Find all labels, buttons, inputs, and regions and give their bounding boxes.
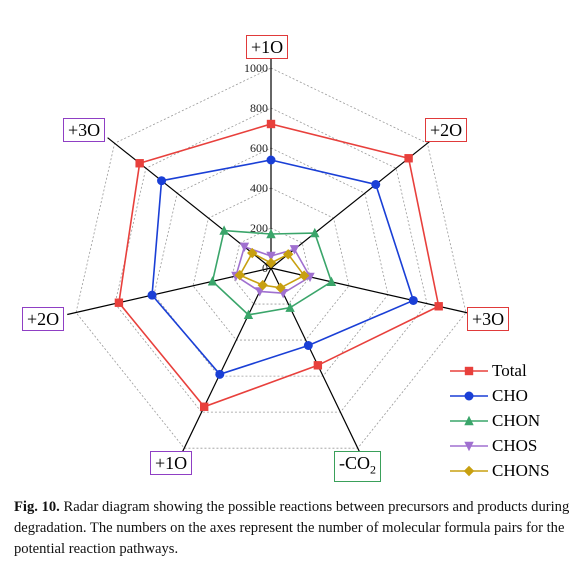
data-point-chon (310, 227, 320, 238)
legend-label: CHOS (492, 436, 538, 455)
legend-marker-cho (464, 391, 474, 401)
data-point-total (114, 298, 124, 307)
data-point-cho (303, 340, 313, 350)
radar-chart: 0 200 400 600 800 1000 (67, 59, 475, 457)
data-point-chon (207, 276, 218, 286)
legend-marker-total (464, 366, 474, 376)
data-point-cho (408, 295, 418, 305)
grid-ring-800 (114, 107, 428, 413)
axis-label-6: +3O (63, 118, 106, 142)
axis-label-2: +3O (467, 307, 510, 331)
data-point-chon (266, 228, 276, 239)
data-point-chons (298, 270, 310, 281)
data-point-chon (326, 276, 337, 286)
data-point-chons (257, 279, 268, 291)
data-point-chons (265, 257, 277, 269)
axis-label-text: +1O (155, 453, 188, 473)
data-point-total (199, 402, 209, 411)
data-point-chos (289, 245, 300, 255)
radar-series (114, 119, 443, 411)
data-point-chos (239, 242, 250, 253)
axis-line-6 (107, 137, 272, 269)
data-point-cho (147, 290, 157, 300)
axis-label-text: +2O (430, 120, 463, 140)
radial-tick-label: 0 (262, 261, 268, 275)
axis-label-0: +1O (246, 35, 289, 59)
legend-item-chon: CHON (448, 408, 550, 433)
grid-ring-400 (192, 187, 350, 341)
grid-ring-200 (231, 227, 311, 305)
axis-label-subscript: 2 (370, 462, 376, 477)
axis-label-text: +1O (251, 37, 284, 57)
series-chons (234, 247, 310, 294)
legend: Total CHO CHON CHOS CHONS (448, 358, 550, 483)
series-total (114, 119, 443, 411)
legend-marker-chos (464, 441, 474, 452)
figure-caption: Fig. 10. Radar diagram showing the possi… (14, 497, 574, 560)
radial-tick-label: 600 (250, 141, 268, 155)
grid-ring-600 (153, 147, 389, 377)
radial-tick-label: 1000 (244, 61, 268, 75)
radar-grid (75, 67, 467, 449)
axis-label-4: +1O (150, 451, 193, 475)
data-point-total (404, 154, 413, 163)
data-point-cho (157, 176, 167, 186)
axis-label-text: +2O (27, 309, 60, 329)
legend-item-chos: CHOS (448, 433, 550, 458)
legend-marker-chons (463, 465, 475, 477)
series-line-chon (211, 229, 333, 316)
series-cho (147, 155, 418, 379)
axis-label-5: +2O (22, 307, 65, 331)
radial-tick-label: 800 (250, 101, 268, 115)
data-point-total (313, 361, 323, 370)
legend-item-chons: CHONS (448, 458, 550, 483)
data-point-cho (266, 155, 276, 165)
legend-swatch (450, 391, 488, 401)
data-point-chon (219, 225, 229, 235)
series-chos (231, 242, 315, 299)
data-point-chon (243, 309, 254, 320)
legend-item-total: Total (448, 358, 550, 383)
radial-tick-label: 400 (250, 181, 268, 195)
axis-line-4 (179, 267, 272, 457)
axis-label-text: -CO (339, 453, 370, 473)
data-point-cho (371, 179, 381, 189)
data-point-total (266, 119, 276, 129)
legend-item-cho: CHO (448, 383, 550, 408)
caption-text: Radar diagram showing the possible react… (14, 499, 570, 557)
axis-label-text: +3O (472, 309, 505, 329)
series-line-cho (151, 159, 415, 376)
axis-label-text: +3O (68, 120, 101, 140)
data-point-chos (266, 251, 276, 262)
data-point-chons (283, 249, 294, 260)
data-point-cho (215, 369, 225, 379)
legend-label: CHO (492, 386, 528, 405)
legend-swatch (450, 465, 488, 477)
radial-tick-label: 200 (250, 221, 268, 235)
legend-label: CHON (492, 411, 541, 430)
series-line-chos (234, 245, 312, 295)
data-point-chons (234, 269, 246, 281)
legend-swatch (450, 415, 488, 426)
legend-swatch (450, 366, 488, 376)
legend-swatch (450, 441, 488, 452)
series-chon (207, 225, 337, 320)
legend-label: Total (492, 361, 527, 380)
legend-marker-chon (464, 415, 474, 426)
data-point-total (434, 302, 443, 311)
caption-label: Fig. 10. (14, 499, 60, 515)
series-line-total (118, 123, 440, 408)
axis-label-3: -CO2 (334, 451, 381, 482)
radial-tick-labels: 0 200 400 600 800 1000 (244, 61, 268, 275)
grid-ring-1000 (75, 67, 467, 449)
data-point-total (135, 159, 144, 168)
axis-label-1: +2O (425, 118, 468, 142)
data-point-chons (247, 247, 258, 259)
series-line-chons (238, 251, 306, 289)
legend-label: CHONS (492, 461, 550, 480)
data-point-chon (285, 302, 295, 312)
data-point-chons (275, 282, 286, 294)
